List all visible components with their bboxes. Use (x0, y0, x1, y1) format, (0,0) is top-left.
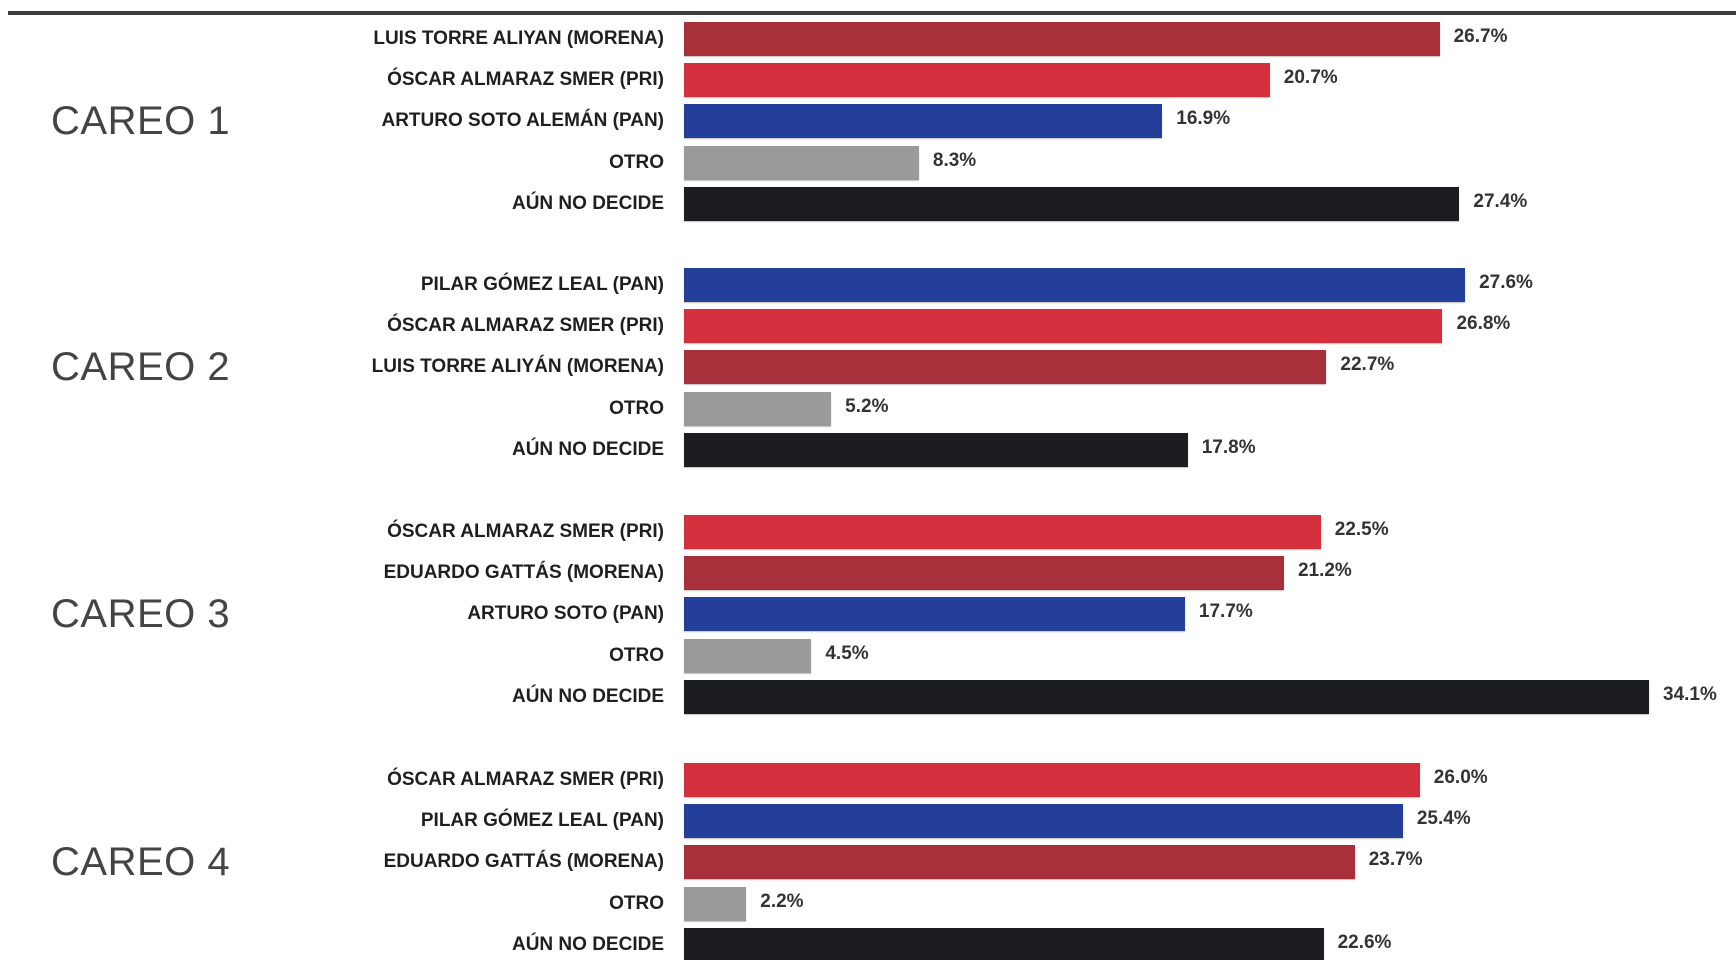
careo-2-title: CAREO 2 (51, 345, 231, 390)
category-label: ARTURO SOTO (PAN) (467, 603, 664, 625)
top-rule (8, 11, 1736, 15)
bar (684, 763, 1420, 797)
bar (684, 432, 1188, 467)
value-label: 26.0% (1433, 767, 1488, 788)
value-label: 17.8% (1201, 436, 1256, 458)
bar (684, 845, 1355, 880)
category-label: ÓSCAR ALMARAZ SMER (PRI) (387, 521, 664, 542)
bar (684, 597, 1185, 632)
value-label: 20.7% (1283, 67, 1338, 89)
category-label: AÚN NO DECIDE (511, 192, 664, 214)
bar (684, 22, 1440, 56)
bar (684, 309, 1443, 344)
value-label: 2.2% (760, 890, 804, 912)
value-label: 26.7% (1453, 26, 1508, 47)
bar (684, 638, 812, 673)
value-label: 27.4% (1473, 190, 1528, 212)
category-label: LUIS TORRE ALIYAN (MORENA) (373, 28, 664, 49)
value-label: 17.7% (1198, 601, 1253, 623)
value-label: 16.9% (1176, 108, 1231, 130)
category-label: AÚN NO DECIDE (511, 438, 664, 460)
category-label: OTRO (609, 892, 664, 914)
category-label: OTRO (609, 397, 664, 419)
value-label: 22.5% (1334, 519, 1389, 540)
bar (684, 350, 1327, 385)
bar (684, 186, 1460, 221)
bar (684, 63, 1270, 98)
category-label: AÚN NO DECIDE (511, 685, 664, 707)
value-label: 23.7% (1368, 849, 1423, 871)
bar (684, 391, 832, 426)
category-label: LUIS TORRE ALIYÁN (MORENA) (371, 356, 664, 378)
value-label: 4.5% (825, 642, 869, 664)
bar (684, 927, 1324, 960)
value-label: 5.2% (845, 395, 889, 417)
bar (684, 556, 1284, 591)
category-label: ÓSCAR ALMARAZ SMER (PRI) (387, 769, 664, 790)
value-label: 25.4% (1416, 808, 1471, 830)
category-label: EDUARDO GATTÁS (MORENA) (383, 851, 664, 873)
category-label: ÓSCAR ALMARAZ SMER (PRI) (387, 69, 664, 91)
category-label: ÓSCAR ALMARAZ SMER (PRI) (387, 315, 664, 337)
careo-1-title: CAREO 1 (51, 99, 231, 144)
category-label: ARTURO SOTO ALEMÁN (PAN) (381, 110, 664, 132)
bar (684, 886, 747, 921)
bar (684, 268, 1466, 302)
value-label: 22.7% (1340, 354, 1395, 376)
bar (684, 104, 1163, 139)
bar (684, 804, 1403, 839)
value-label: 27.6% (1479, 272, 1533, 293)
bar (684, 679, 1650, 714)
value-label: 26.8% (1456, 313, 1511, 335)
value-label: 34.1% (1663, 683, 1717, 705)
bar (684, 145, 919, 180)
value-label: 21.2% (1297, 560, 1352, 582)
value-label: 22.6% (1337, 931, 1392, 953)
careo-4-title: CAREO 4 (51, 840, 231, 885)
careo-3-title: CAREO 3 (51, 592, 231, 637)
category-label: OTRO (609, 151, 664, 173)
category-label: OTRO (609, 644, 664, 666)
category-label: PILAR GÓMEZ LEAL (PAN) (420, 274, 664, 295)
category-label: PILAR GÓMEZ LEAL (PAN) (420, 810, 664, 832)
category-label: EDUARDO GATTÁS (MORENA) (383, 562, 664, 584)
category-label: AÚN NO DECIDE (511, 933, 664, 955)
bar (684, 515, 1321, 549)
value-label: 8.3% (932, 149, 977, 171)
